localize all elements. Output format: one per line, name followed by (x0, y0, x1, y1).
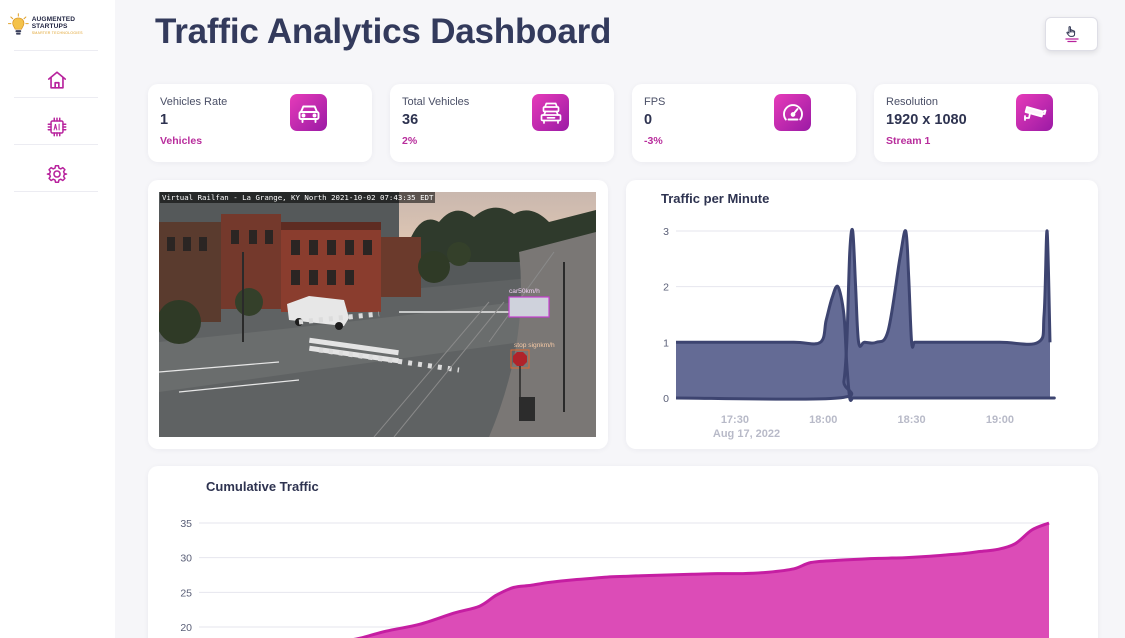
y-tick-label: 2 (663, 282, 669, 294)
sidebar-item-ai[interactable] (40, 110, 74, 144)
brand-name: AUGMENTED STARTUPS (31, 15, 76, 30)
series-area (676, 286, 1055, 401)
chart-title: Cumulative Traffic (206, 479, 319, 494)
traffic-per-minute-chart: 0 1 2 3 17:30 18:00 18:30 19:00 Aug 17, 2022 (663, 226, 1056, 440)
brand-logo: AUGMENTED STARTUPS SMARTER TECHNOLOGIES (8, 11, 108, 39)
stat-card-total-vehicles: Total Vehicles 36 2% (390, 84, 614, 162)
stat-title: Total Vehicles (402, 96, 470, 108)
y-tick-label: 30 (180, 553, 192, 565)
divider (14, 144, 98, 145)
x-tick-label: 18:30 (898, 414, 926, 426)
x-date-label: Aug 17, 2022 (713, 428, 780, 440)
ai-chip-icon (47, 117, 67, 137)
x-tick-label: 19:00 (986, 414, 1014, 426)
stat-value: 1920 x 1080 (886, 112, 967, 128)
y-tick-label: 0 (663, 393, 669, 405)
stat-subtext: 2% (402, 135, 418, 147)
stat-value: 1 (160, 112, 169, 128)
detection-label-stop-sign: stop signkm/h (514, 342, 555, 349)
series-line (675, 228, 1052, 401)
stat-value: 36 (402, 112, 419, 128)
stat-card-vehicles-rate: Vehicles Rate 1 Vehicles (148, 84, 372, 162)
hand-pointer-menu-icon (1064, 26, 1079, 43)
detection-box-car (508, 296, 550, 318)
traffic-per-minute-card: Traffic per Minute 0 1 2 3 17:30 18:00 18:30 19… (626, 180, 1098, 449)
divider (14, 50, 98, 51)
speedometer-icon (774, 94, 811, 131)
stat-title: Vehicles Rate (160, 96, 228, 108)
y-tick-label: 3 (663, 226, 669, 238)
divider (14, 97, 98, 98)
x-tick-label: 17:30 (721, 414, 749, 426)
traffic-icon (532, 94, 569, 131)
series-area (360, 523, 1049, 638)
series-line (353, 521, 1050, 638)
stat-title: Resolution (886, 96, 938, 108)
camera-icon (1016, 94, 1053, 131)
stat-subtext: Vehicles (160, 135, 203, 147)
stat-card-resolution: Resolution 1920 x 1080 Stream 1 (874, 84, 1098, 162)
gear-icon (46, 164, 68, 183)
car-icon (290, 94, 327, 131)
chart-title: Traffic per Minute (661, 191, 770, 206)
lightbulb-icon (8, 13, 29, 35)
y-tick-label: 35 (180, 518, 192, 530)
cumulative-traffic-card: Cumulative Traffic 20 25 30 35 (148, 466, 1098, 638)
divider (14, 191, 98, 192)
sidebar-item-settings[interactable] (40, 157, 74, 191)
y-tick-label: 1 (663, 337, 669, 349)
brand-tagline: SMARTER TECHNOLOGIES (31, 30, 83, 35)
camera-overlay-text: Virtual Railfan - La Grange, KY North 20… (160, 192, 436, 203)
cumulative-traffic-chart: 20 25 30 35 (180, 518, 1050, 638)
stat-card-fps: FPS 0 -3% (632, 84, 856, 162)
stat-title: FPS (644, 96, 666, 108)
sidebar-item-home[interactable] (40, 63, 74, 97)
camera-feed[interactable]: Virtual Railfan - La Grange, KY North 20… (159, 192, 596, 437)
stat-value: 0 (644, 112, 653, 128)
page-title: Traffic Analytics Dashboard (155, 12, 612, 51)
menu-button[interactable] (1045, 17, 1098, 51)
stat-subtext: -3% (644, 135, 663, 147)
detection-label-car: car50km/h (509, 288, 540, 295)
sidebar: AUGMENTED STARTUPS SMARTER TECHNOLOGIES (0, 0, 115, 638)
camera-feed-card: Virtual Railfan - La Grange, KY North 20… (148, 180, 608, 449)
y-tick-label: 25 (180, 587, 192, 599)
series-area (676, 229, 1050, 400)
home-icon (47, 71, 67, 89)
y-tick-label: 20 (180, 622, 192, 634)
stat-subtext: Stream 1 (886, 135, 931, 147)
series-line (676, 284, 1056, 402)
x-tick-label: 18:00 (809, 414, 837, 426)
traffic-camera-image (159, 192, 596, 437)
